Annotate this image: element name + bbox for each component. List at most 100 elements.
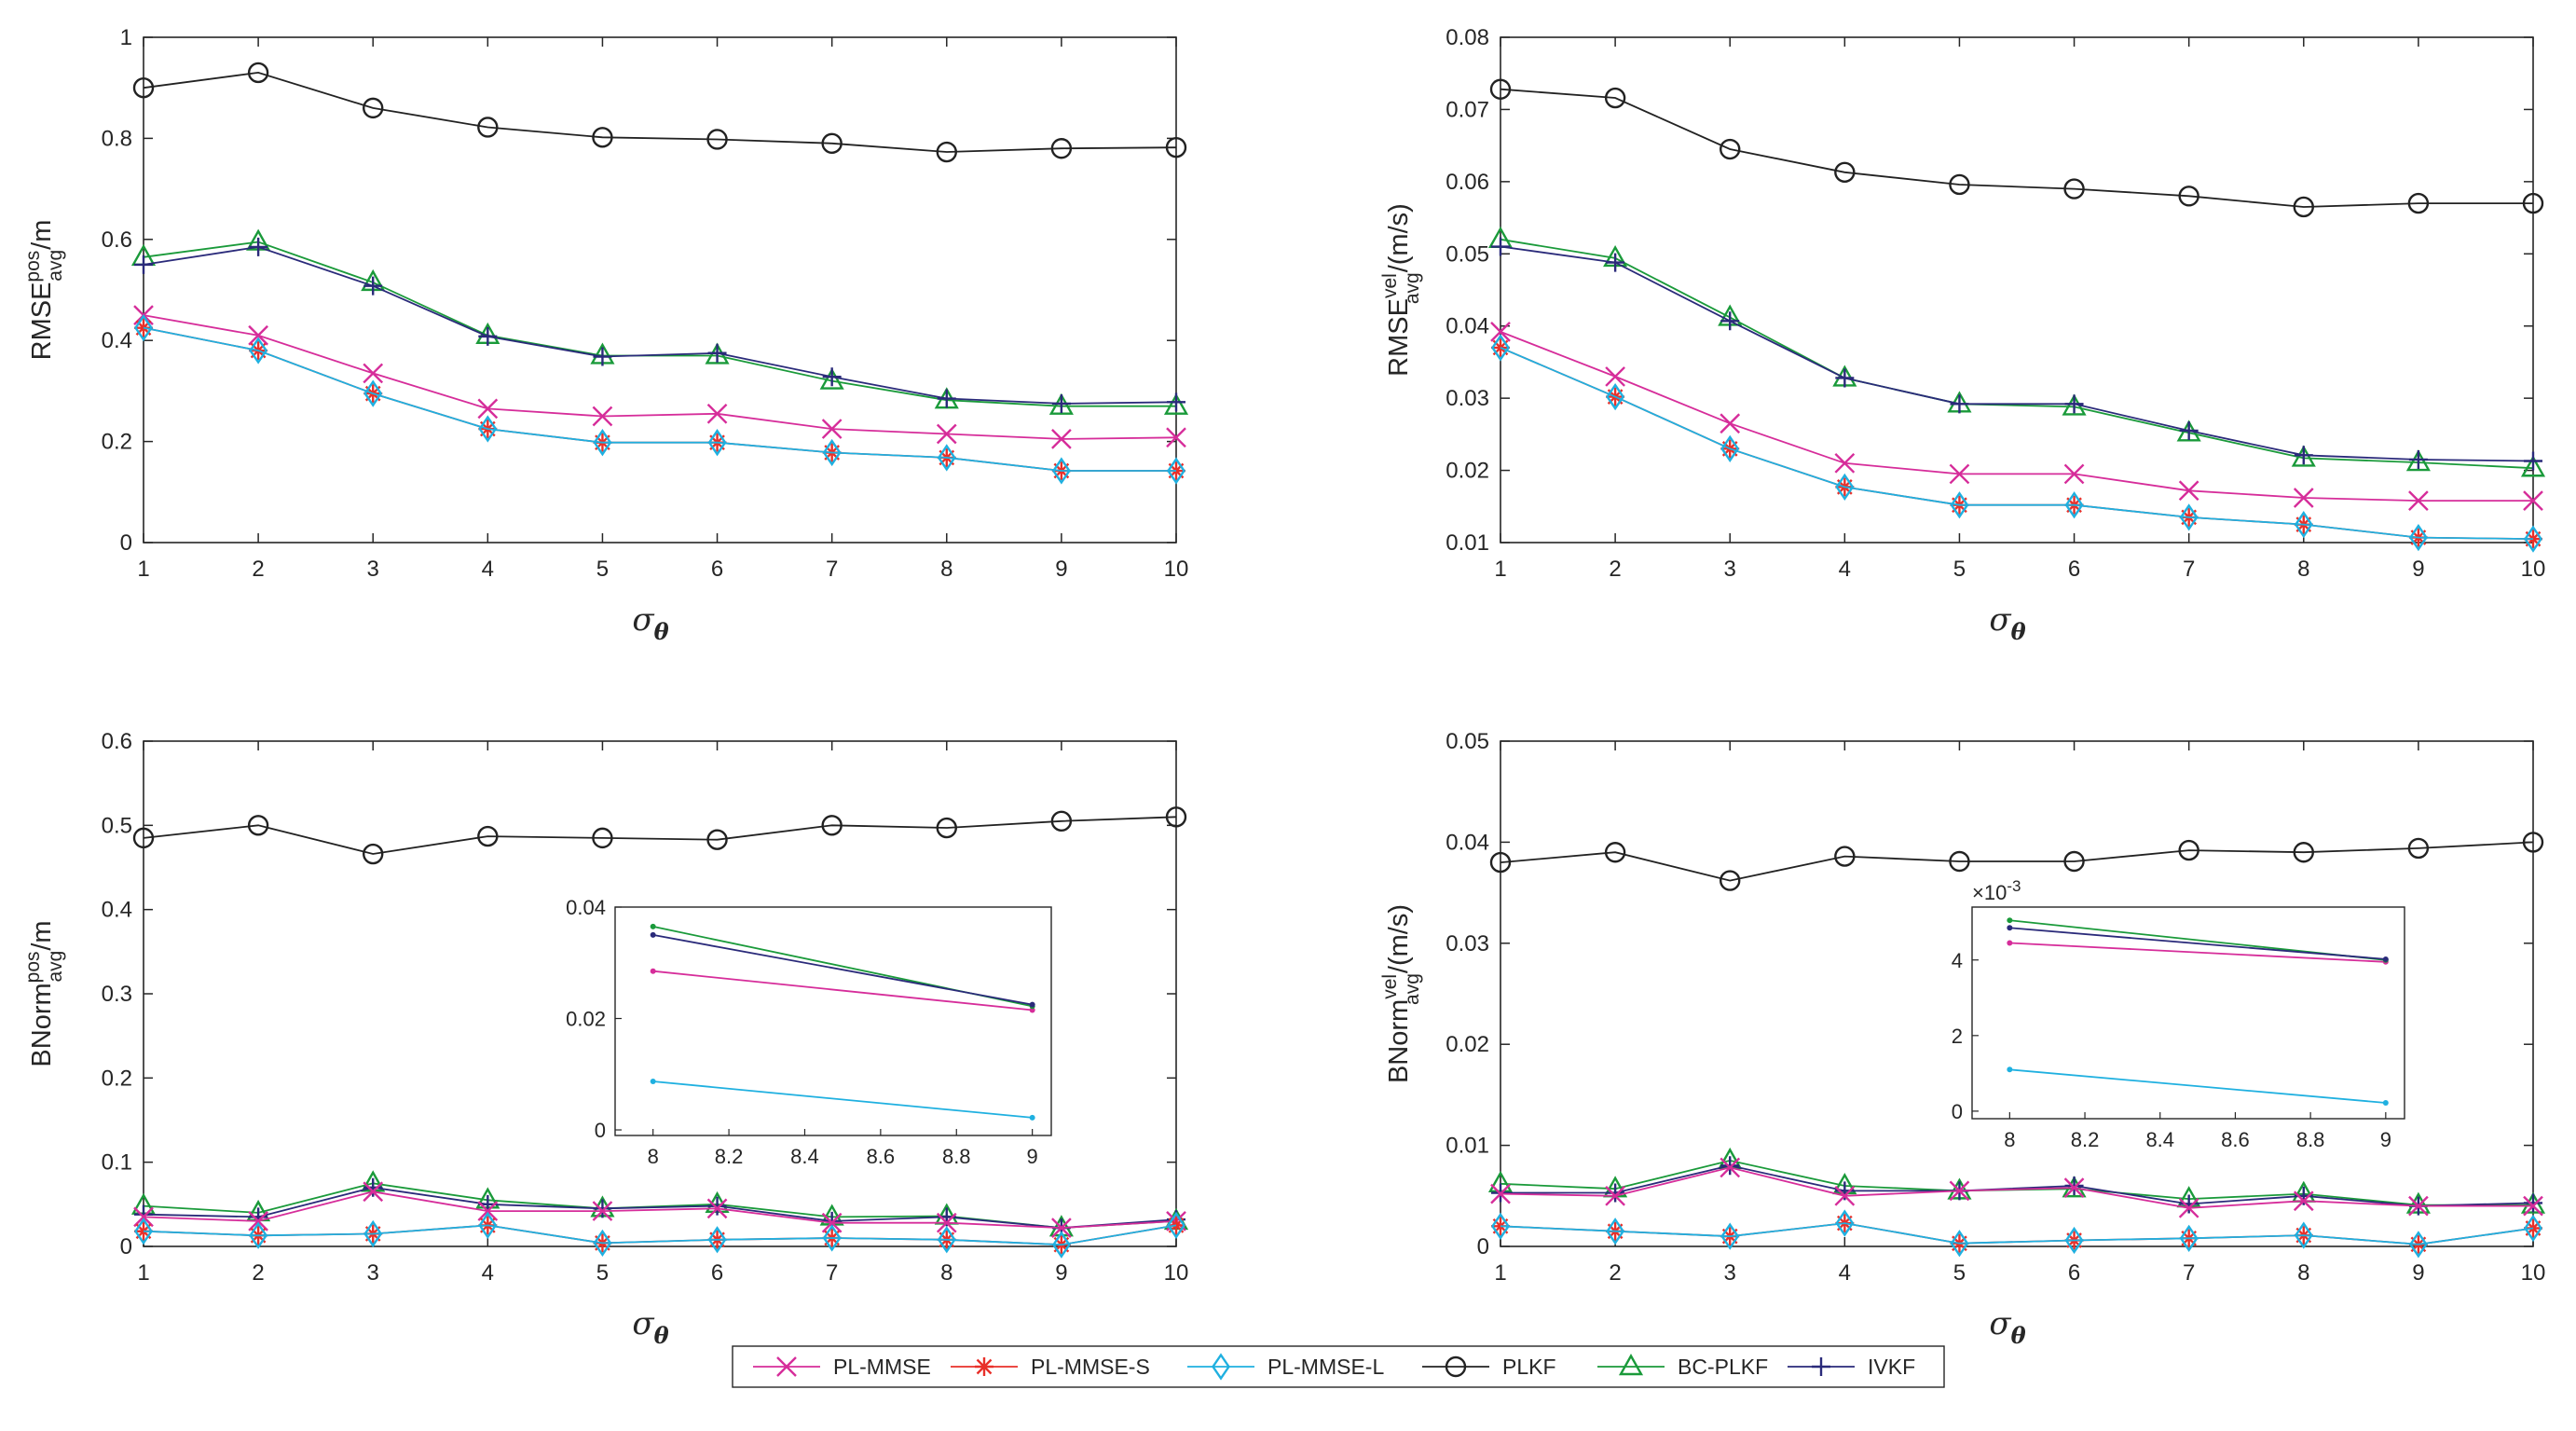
data-point <box>1604 842 1626 863</box>
data-point <box>363 97 384 119</box>
data-point <box>1491 1212 1510 1240</box>
data-point <box>1950 394 1969 414</box>
inset-x-tick-label: 9 <box>1027 1145 1038 1168</box>
series-line <box>143 71 1177 153</box>
x-axis-label-subscript: θ <box>654 1322 669 1349</box>
data-point <box>821 419 843 439</box>
y-tick-label: 0.6 <box>102 729 132 754</box>
inset-series-line <box>2009 1068 2386 1104</box>
series-line <box>143 326 1176 472</box>
x-tick-label: 10 <box>2521 1260 2546 1286</box>
x-tick-label: 1 <box>1494 1260 1506 1286</box>
data-point <box>1834 452 1856 474</box>
data-point <box>936 141 957 163</box>
y-axis-label-superscript: vel <box>1379 974 1401 999</box>
inset-series-ivkf <box>650 931 1035 1008</box>
data-point <box>2408 1231 2428 1259</box>
x-tick-label: 7 <box>826 557 838 582</box>
legend-label: PLKF <box>1502 1355 1556 1379</box>
legend-label: PL-MMSE-L <box>1267 1355 1384 1379</box>
inset-y-tick-label: 2 <box>1952 1025 1963 1048</box>
data-point <box>363 1177 383 1197</box>
legend-box <box>732 1345 1945 1388</box>
data-point <box>936 1212 957 1233</box>
y-tick-label: 0.02 <box>1446 459 1489 484</box>
x-tick-label: 10 <box>1164 557 1189 582</box>
data-point <box>822 1224 842 1252</box>
inset-data-point <box>650 968 656 974</box>
x-tick-label: 6 <box>2068 1260 2080 1286</box>
x-tick-label: 5 <box>1953 1260 1966 1286</box>
inset-x-tick-label: 8.6 <box>867 1145 896 1168</box>
legend-entry-pl-mmse-s: PL-MMSE-S <box>951 1355 1150 1379</box>
data-point <box>707 1226 727 1254</box>
inset-data-point <box>1029 1001 1035 1008</box>
y-tick-label: 0.04 <box>1446 314 1489 339</box>
data-point <box>2407 837 2430 860</box>
x-tick-label: 3 <box>1724 1260 1736 1286</box>
data-point <box>2405 449 2431 472</box>
y-tick-label: 0.06 <box>1446 170 1489 195</box>
x-tick-label: 7 <box>826 1260 838 1286</box>
series-ivkf <box>134 1177 1185 1238</box>
series-line <box>143 1190 1177 1230</box>
data-point <box>1720 1222 1740 1250</box>
data-point <box>2407 192 2430 214</box>
data-point <box>1050 138 1073 159</box>
data-point <box>1167 1211 1185 1240</box>
y-tick-label: 0.01 <box>1446 1134 1489 1159</box>
inset-data-point <box>650 1079 656 1085</box>
data-point <box>2408 1195 2429 1217</box>
inset-x-tick-label: 8.2 <box>715 1145 744 1168</box>
data-point <box>2523 490 2543 511</box>
inset-area <box>614 906 1052 1136</box>
data-point <box>937 1226 956 1254</box>
y-axis-label-unit: /(m/s) <box>1384 904 1414 973</box>
data-point <box>1166 427 1186 448</box>
y-tick-label: 0.1 <box>102 1150 132 1176</box>
y-tick-label: 0.4 <box>102 898 132 923</box>
series-line <box>1500 88 2533 208</box>
inset-x-tick-label: 8.8 <box>2296 1128 2325 1151</box>
x-tick-label: 7 <box>2183 1260 2195 1286</box>
data-point <box>2179 1194 2199 1214</box>
y-axis-label-subscript: avg <box>1402 272 1423 304</box>
data-point <box>478 1211 498 1240</box>
data-point <box>1604 87 1626 109</box>
data-point <box>249 1221 268 1249</box>
inset-data-point <box>2007 1066 2013 1073</box>
x-tick-label: 9 <box>2412 557 2424 582</box>
y-axis-label-main: RMSE <box>1384 298 1414 377</box>
y-tick-label: 1 <box>120 25 132 50</box>
data-point <box>363 843 384 865</box>
data-point <box>363 1181 384 1203</box>
x-tick-label: 6 <box>711 557 723 582</box>
data-point <box>2178 186 2199 207</box>
inset-data-point <box>2382 956 2389 962</box>
series-ivkf <box>134 237 1185 413</box>
y-axis-label: BNormposavg/m <box>22 920 66 1066</box>
x-axis-label-subscript: θ <box>654 618 669 645</box>
x-tick-label: 3 <box>367 557 379 582</box>
data-point <box>2293 1190 2314 1212</box>
inset-series-pl-mmse-l <box>650 1079 1035 1121</box>
data-point <box>2522 192 2544 214</box>
data-point <box>1050 810 1073 832</box>
series-pl-mmse-l <box>134 1211 1185 1259</box>
x-tick-label: 10 <box>1164 1260 1189 1286</box>
data-point <box>2063 1177 2085 1198</box>
inset-x-tick-label: 8.2 <box>2071 1128 2100 1151</box>
series-line <box>143 1224 1177 1246</box>
data-point <box>2178 1197 2199 1218</box>
x-tick-label: 1 <box>137 557 149 582</box>
data-point <box>2064 491 2084 519</box>
data-point <box>936 817 957 839</box>
data-point <box>1605 366 1625 387</box>
data-point <box>593 347 612 366</box>
y-tick-label: 0.04 <box>1446 830 1489 855</box>
data-point <box>477 1201 499 1221</box>
y-tick-label: 0.03 <box>1446 386 1489 411</box>
legend: PL-MMSE PL-MMSE-S PL-MMSE-L PLKF BC-PLKF IVKF <box>732 1345 1945 1388</box>
inset-data-point <box>650 923 656 929</box>
